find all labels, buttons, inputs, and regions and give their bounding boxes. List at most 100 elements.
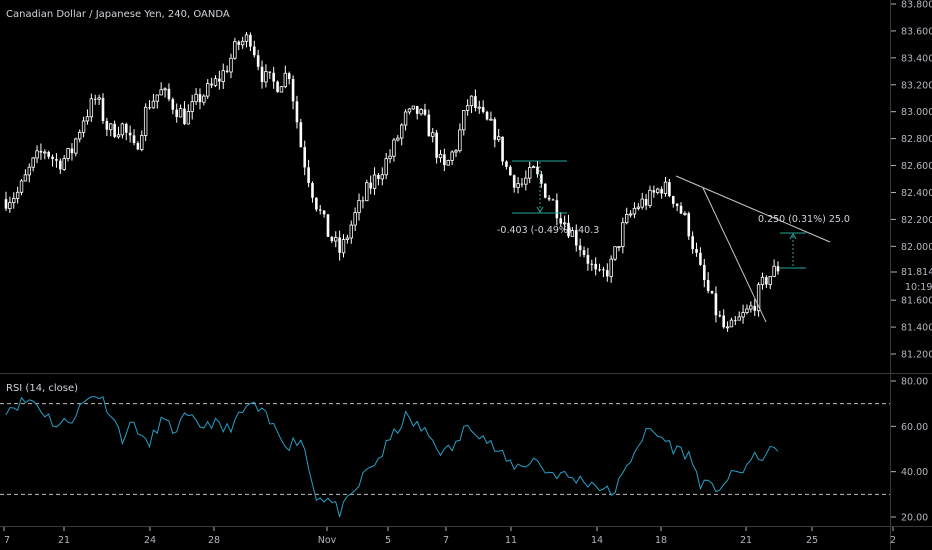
candle-body-down — [427, 114, 431, 137]
trendline-lower[interactable] — [702, 187, 767, 323]
candle-body-up — [43, 151, 47, 154]
candle-body-down — [551, 199, 555, 201]
candle-body-up — [431, 132, 435, 137]
candle-body-down — [574, 230, 578, 246]
price-tick-label: 83.800 — [901, 0, 932, 11]
candle-body-down — [70, 148, 74, 154]
candle-body-up — [407, 108, 412, 113]
candle-body-up — [264, 71, 268, 83]
candle — [66, 148, 70, 162]
candle-body-up — [613, 246, 617, 260]
trendline-upper[interactable] — [675, 175, 831, 243]
candle — [124, 122, 128, 141]
candle — [590, 259, 594, 271]
candle-body-up — [81, 120, 86, 133]
candle — [198, 88, 202, 110]
candle — [403, 109, 408, 131]
candle — [318, 204, 322, 215]
candle — [12, 192, 16, 209]
candle-body-up — [458, 129, 462, 152]
candle-body-up — [469, 95, 474, 107]
candle-body-up — [725, 326, 730, 329]
candle-body-up — [353, 212, 357, 226]
candle-body-up — [396, 137, 400, 141]
candle-body-up — [349, 224, 353, 239]
candle — [31, 156, 35, 172]
candle — [509, 165, 512, 176]
candle — [512, 174, 516, 193]
candle-body-up — [399, 124, 404, 139]
price-axis[interactable]: 83.800 83.600 83.400 83.200 83.000 82.800 82.6… — [891, 0, 932, 361]
candle — [186, 104, 191, 125]
candle — [190, 94, 194, 120]
candle-body-up — [760, 276, 765, 286]
candle — [741, 304, 745, 324]
candle — [613, 246, 617, 261]
candle — [725, 321, 730, 332]
candle — [380, 167, 385, 186]
price-tick-label: 82.400 — [901, 188, 932, 199]
candle — [540, 171, 543, 188]
candle — [493, 117, 497, 148]
price-tick-label: 83.400 — [901, 53, 932, 64]
candle-body-down — [136, 143, 140, 150]
candle-body-down — [237, 41, 241, 45]
candle — [749, 301, 753, 313]
candle — [39, 143, 43, 160]
price-range-left[interactable] — [512, 160, 567, 214]
candle-body-up — [454, 150, 458, 153]
candle — [171, 97, 175, 115]
candle-body-down — [543, 183, 547, 198]
candle-body-up — [528, 167, 532, 179]
candle-body-down — [128, 132, 132, 136]
candle-body-up — [8, 202, 12, 210]
candle-body-down — [315, 197, 318, 210]
candle — [399, 123, 404, 146]
candle-body-down — [734, 320, 737, 322]
price-range-right[interactable] — [780, 232, 806, 269]
candle-body-up — [221, 70, 225, 82]
candle-body-up — [462, 110, 466, 131]
candle — [415, 105, 419, 120]
candle-body-down — [4, 199, 8, 209]
candle-body-down — [505, 161, 508, 167]
rsi-tick-label: 60.00 — [901, 422, 928, 433]
candle — [729, 317, 734, 328]
candle-body-up — [206, 83, 210, 97]
time-axis[interactable]: 7 21 24 28 Nov 5 7 11 14 18 21 25 2 — [3, 527, 896, 546]
candle-body-down — [606, 270, 609, 277]
candle — [260, 60, 264, 89]
candle — [668, 178, 671, 198]
candle-body-up — [78, 131, 82, 140]
candle — [481, 100, 485, 114]
drawings-group[interactable] — [512, 160, 831, 323]
candle-body-down — [675, 203, 679, 206]
candle — [776, 261, 780, 275]
candle — [656, 187, 660, 195]
candle-body-down — [59, 160, 62, 170]
candle-body-down — [249, 34, 252, 47]
candle — [283, 65, 288, 89]
candle — [276, 80, 279, 93]
candle-body-down — [47, 151, 50, 157]
candle — [15, 186, 20, 204]
time-tick-label: 18 — [655, 535, 667, 546]
candle — [345, 234, 350, 244]
candle — [249, 32, 252, 51]
candle — [369, 175, 372, 195]
candle — [167, 83, 171, 102]
time-tick-label: Nov — [318, 535, 337, 546]
candle — [338, 230, 341, 261]
rsi-axis[interactable]: 80.00 60.00 40.00 20.00 — [891, 377, 928, 524]
candle — [361, 196, 365, 209]
candle — [722, 309, 725, 329]
candle-body-up — [450, 151, 454, 161]
candle — [756, 282, 761, 317]
candle-body-down — [706, 280, 710, 292]
candle — [489, 111, 493, 121]
candle — [598, 263, 601, 272]
candle — [229, 53, 233, 79]
candle — [51, 154, 54, 167]
